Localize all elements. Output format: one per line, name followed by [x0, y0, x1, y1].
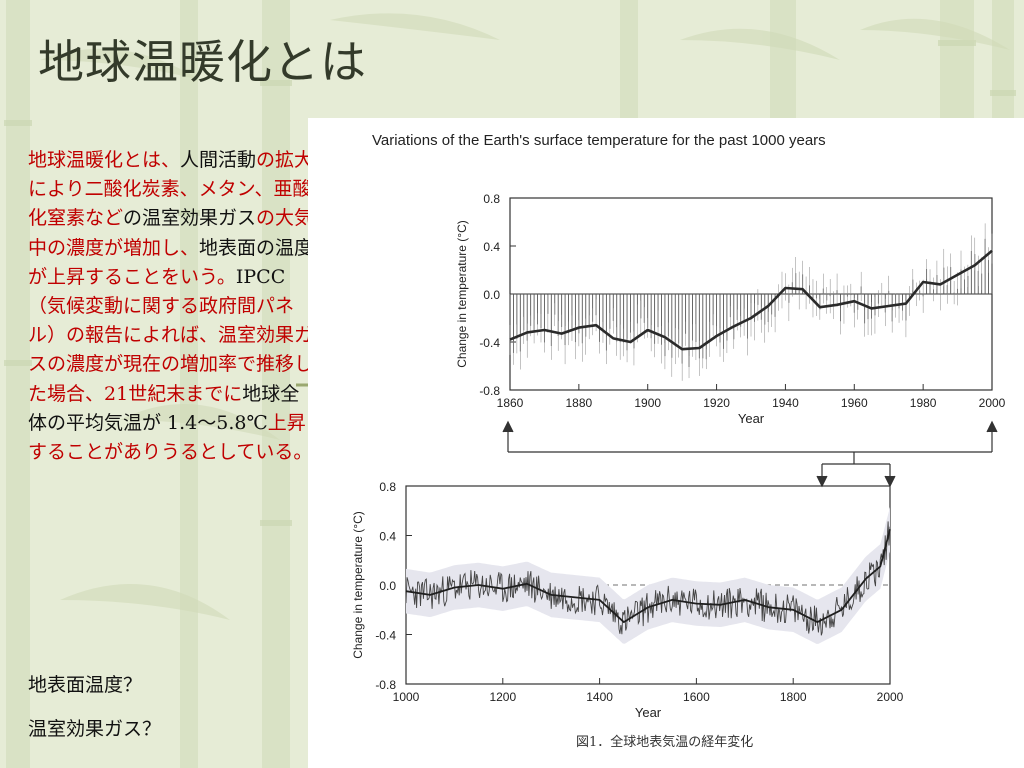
y-tick-label: 0.4 [483, 240, 500, 254]
y-axis-label: Change in temperature (°C) [351, 511, 365, 659]
x-tick-label: 2000 [877, 690, 904, 704]
body-text-segment: 21 [104, 382, 129, 405]
arrow-bottom-right-head [884, 475, 896, 488]
slide-body-text: 地球温暖化とは、人間活動の拡大により二酸化炭素、メタン、亜酸化窒素などの温室効果… [28, 146, 314, 467]
y-tick-label: 0.0 [379, 579, 396, 593]
arrow-right-head [986, 420, 998, 433]
x-tick-label: 1960 [841, 396, 868, 410]
connector-arrows [502, 420, 998, 488]
slide-title: 地球温暖化とは [38, 35, 367, 89]
y-tick-label: 0.8 [483, 192, 500, 206]
annual-bars [509, 223, 993, 381]
top-chart-title: Variations of the Earth's surface temper… [372, 132, 826, 149]
figure-caption: 図1．全球地表気温の経年変化 [576, 734, 753, 750]
x-tick-label: 1000 [393, 690, 420, 704]
annual-series [405, 521, 891, 636]
body-text-segment: （気候変動に関する政府間パネル）の報告によれば、温室効果ガスの濃度が現在の増加率… [28, 295, 314, 405]
arrow-left-head [502, 420, 514, 433]
body-text-segment: 1.4〜5.8℃ [161, 411, 268, 434]
body-text-segment: の拡大により二酸化炭素、メタン、亜酸化窒素など [28, 149, 314, 230]
smoothed-line [405, 529, 891, 623]
body-text-segment: 地球全体の平均気温が [28, 382, 300, 434]
x-tick-label: 1860 [497, 396, 524, 410]
body-text-segment: の温室効果ガス [123, 207, 257, 230]
x-axis-label: Year [635, 705, 662, 720]
body-text-segment: の大気中の濃度が増加し、 [28, 207, 314, 259]
y-tick-label: 0.4 [379, 530, 396, 544]
y-tick-label: 0.0 [483, 288, 500, 302]
x-tick-label: 1800 [780, 690, 807, 704]
x-tick-label: 1920 [703, 396, 730, 410]
smoothed-line [509, 249, 993, 351]
body-text-segment: 上昇することがありうるとしている。 [28, 411, 313, 464]
body-text-segment: が上昇することをいう。 [28, 265, 236, 288]
x-tick-label: 1980 [910, 396, 937, 410]
body-text-segment: 地球温暖化とは、 [28, 149, 181, 171]
arrow-bottom-left-head [816, 475, 828, 488]
x-tick-label: 1400 [586, 690, 613, 704]
body-text-segment: 地表面の温度 [199, 236, 314, 259]
body-text-segment: 人間活動 [180, 149, 257, 171]
body-text-segment: 世紀末までに [128, 382, 243, 405]
x-tick-label: 1600 [683, 690, 710, 704]
x-axis-label: Year [738, 411, 765, 426]
x-tick-label: 1200 [489, 690, 516, 704]
uncertainty-band [406, 507, 890, 644]
x-tick-label: 1880 [566, 396, 593, 410]
arrow-to-bottom [821, 452, 891, 484]
temperature-figure-svg: Variations of the Earth's surface temper… [351, 132, 1006, 750]
y-tick-label: 0.8 [379, 480, 396, 494]
y-tick-label: -0.8 [479, 384, 500, 398]
y-tick-label: -0.4 [479, 336, 500, 350]
x-tick-label: 1940 [772, 396, 799, 410]
y-axis-label: Change in temperature (°C) [455, 220, 469, 368]
temperature-figure: Variations of the Earth's surface temper… [308, 118, 1024, 768]
question-surface-temperature: 地表面温度？ [28, 674, 143, 696]
x-tick-label: 2000 [979, 396, 1006, 410]
x-tick-label: 1900 [634, 396, 661, 410]
y-tick-label: -0.8 [375, 678, 396, 692]
body-text-segment: IPCC [235, 265, 286, 288]
question-greenhouse-gas: 温室効果ガス？ [28, 718, 162, 740]
y-tick-label: -0.4 [375, 629, 396, 643]
